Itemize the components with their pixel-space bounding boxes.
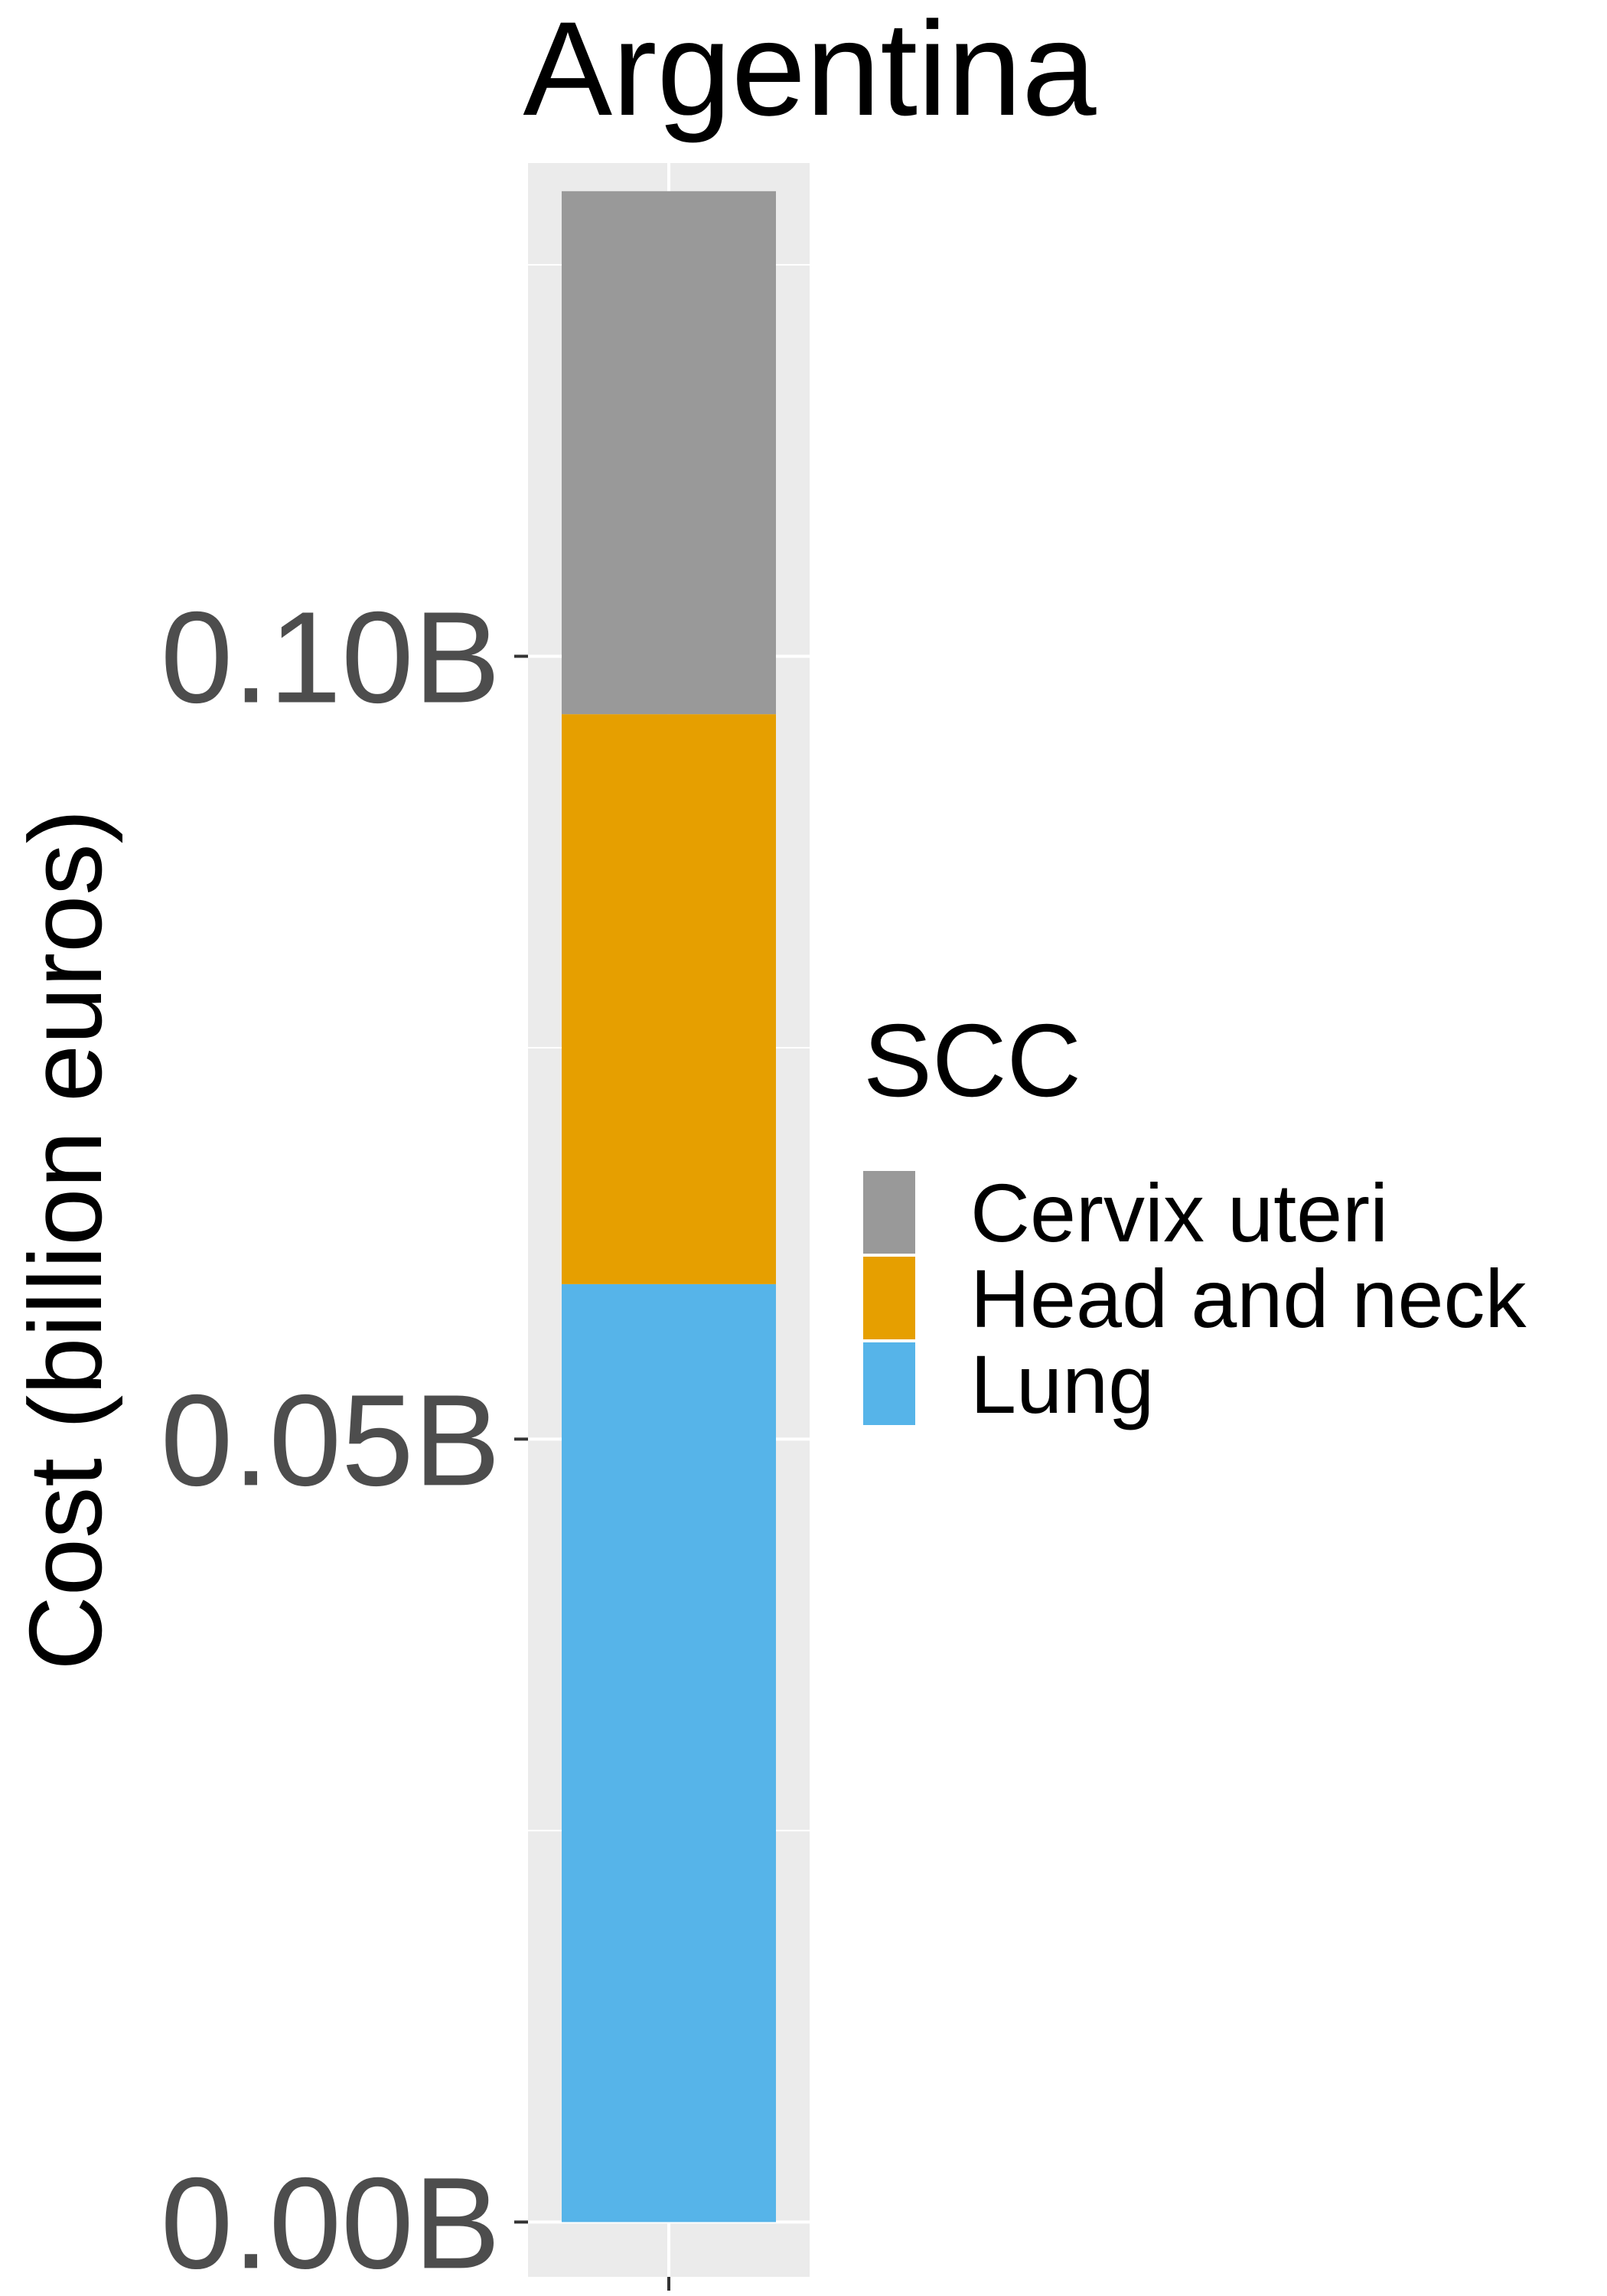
y-tick-label: 0.10B <box>161 585 500 730</box>
bar-segment-cervix-uteri <box>562 191 776 715</box>
legend-key-lung <box>863 1342 915 1425</box>
bar-segments <box>562 191 776 2223</box>
legend-key-head-and-neck <box>863 1257 915 1339</box>
bar-segment-lung <box>562 1283 776 2223</box>
legend-label: Head and neck <box>970 1252 1527 1345</box>
legend-label: Cervix uteri <box>970 1166 1388 1259</box>
y-axis: 0.00B 0.05B 0.10B <box>161 585 528 2296</box>
legend-key-cervix-uteri <box>863 1171 915 1254</box>
y-axis-title: Cost (billion euros) <box>8 809 123 1670</box>
legend-label: Lung <box>970 1338 1154 1430</box>
bar-segment-head-and-neck <box>562 714 776 1284</box>
y-tick-label: 0.05B <box>161 1368 500 1513</box>
y-tick-label: 0.00B <box>161 2151 500 2296</box>
chart-title: Argentina <box>523 0 1097 144</box>
legend-title: SCC <box>863 1003 1081 1118</box>
